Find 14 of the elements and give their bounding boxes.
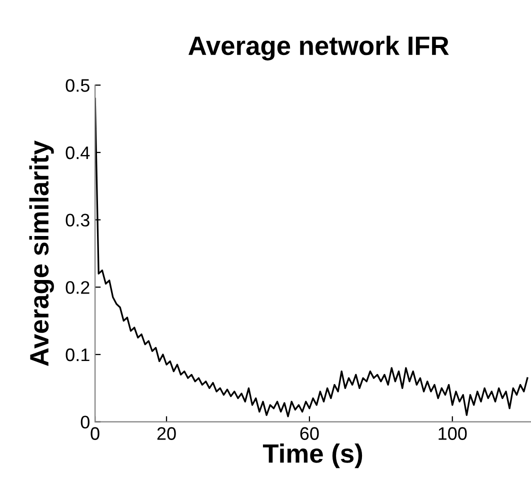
x-axis-title: Time (s) <box>262 444 362 468</box>
line-series <box>95 98 528 418</box>
y-tick-label: 0.2 <box>66 281 90 294</box>
x-tick-label: 20 <box>157 427 176 440</box>
y-tick-label: 0 <box>80 416 90 429</box>
x-tick-label: 100 <box>438 427 467 440</box>
y-tick-label: 0.4 <box>66 146 90 160</box>
y-tick-label: 0.5 <box>66 79 90 92</box>
x-tick-label: 0 <box>90 427 100 440</box>
y-tick-label: 0.1 <box>66 348 90 362</box>
x-tick-label: 60 <box>300 427 319 440</box>
y-axis-title: Average similarity <box>29 140 54 366</box>
chart-title: Average network IFR <box>188 36 449 60</box>
y-tick-label: 0.3 <box>66 214 90 227</box>
